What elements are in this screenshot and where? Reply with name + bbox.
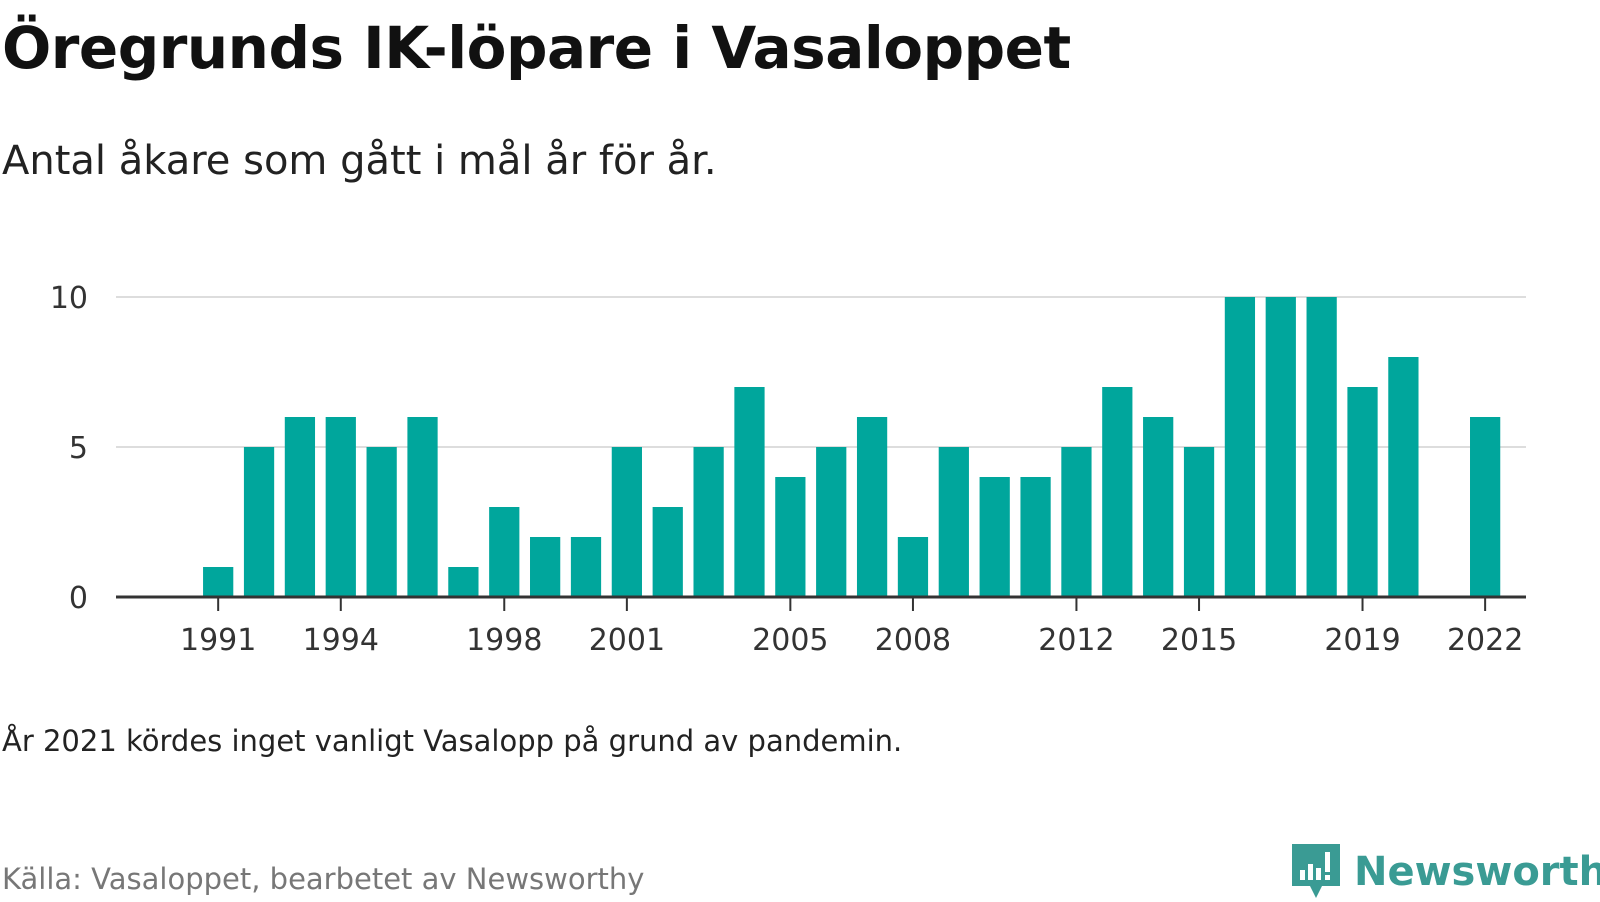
bar-1993 bbox=[284, 417, 316, 597]
x-tick-label: 2022 bbox=[1447, 623, 1523, 658]
bar-2013 bbox=[1102, 387, 1133, 597]
bar-1991 bbox=[203, 567, 234, 597]
x-tick-label: 2008 bbox=[875, 623, 951, 658]
bar-1998 bbox=[489, 507, 520, 597]
x-tick-label: 2019 bbox=[1324, 623, 1400, 658]
axes: 0 5 10 1991 1994 1998 2001 2005 2008 2012 2015 2019… bbox=[50, 281, 1526, 658]
newsworthy-bar-chart-icon bbox=[1292, 844, 1340, 898]
x-tick-label: 2015 bbox=[1161, 623, 1237, 658]
bar-2001 bbox=[611, 447, 642, 597]
chart-note: År 2021 kördes inget vanligt Vasalopp på… bbox=[2, 724, 903, 758]
bar-2019 bbox=[1347, 387, 1378, 597]
bar-2018 bbox=[1306, 297, 1337, 597]
logo-text: Newsworthy bbox=[1354, 849, 1600, 895]
bar-2006 bbox=[816, 447, 847, 597]
x-tick-label: 1991 bbox=[180, 623, 256, 658]
bar-2016 bbox=[1224, 297, 1256, 597]
bar-2003 bbox=[693, 447, 724, 597]
bar-1994 bbox=[325, 417, 356, 597]
bar-2012 bbox=[1061, 447, 1092, 597]
chart-subtitle: Antal åkare som gått i mål år för år. bbox=[2, 138, 717, 184]
bar-2000 bbox=[570, 537, 602, 597]
y-tick-label: 5 bbox=[69, 431, 88, 466]
x-tick-label: 2012 bbox=[1038, 623, 1114, 658]
source-credit: Källa: Vasaloppet, bearbetet av Newswort… bbox=[2, 862, 645, 896]
bar-chart: 0 5 10 1991 1994 1998 2001 2005 2008 2012 2015 2019… bbox=[50, 281, 1526, 658]
bar-1995 bbox=[366, 447, 397, 597]
newsworthy-logo: Newsworthy bbox=[1290, 842, 1600, 902]
bar-1997 bbox=[448, 567, 479, 597]
bar-2002 bbox=[652, 507, 683, 597]
bar-2010 bbox=[979, 477, 1010, 597]
x-tick-label: 1994 bbox=[303, 623, 379, 658]
x-tick-label: 2001 bbox=[589, 623, 665, 658]
y-tick-label: 10 bbox=[50, 281, 88, 316]
y-tick-label: 0 bbox=[69, 581, 88, 616]
bar-2017 bbox=[1265, 297, 1296, 597]
bars bbox=[203, 297, 1501, 597]
bar-2005 bbox=[775, 477, 806, 597]
bar-2011 bbox=[1020, 477, 1051, 597]
x-tick-label: 2005 bbox=[752, 623, 828, 658]
bar-2008 bbox=[897, 537, 929, 597]
bar-2022 bbox=[1470, 417, 1501, 597]
bar-2004 bbox=[734, 387, 765, 597]
bar-2015 bbox=[1183, 447, 1215, 597]
bar-2009 bbox=[938, 447, 969, 597]
bar-1992 bbox=[243, 447, 275, 597]
bar-1996 bbox=[407, 417, 438, 597]
bar-1999 bbox=[530, 537, 561, 597]
chart-title: Öregrunds IK-löpare i Vasaloppet bbox=[2, 14, 1071, 82]
bar-2007 bbox=[856, 417, 888, 597]
x-tick-label: 1998 bbox=[466, 623, 542, 658]
bar-2014 bbox=[1143, 417, 1174, 597]
bar-2020 bbox=[1388, 357, 1419, 597]
